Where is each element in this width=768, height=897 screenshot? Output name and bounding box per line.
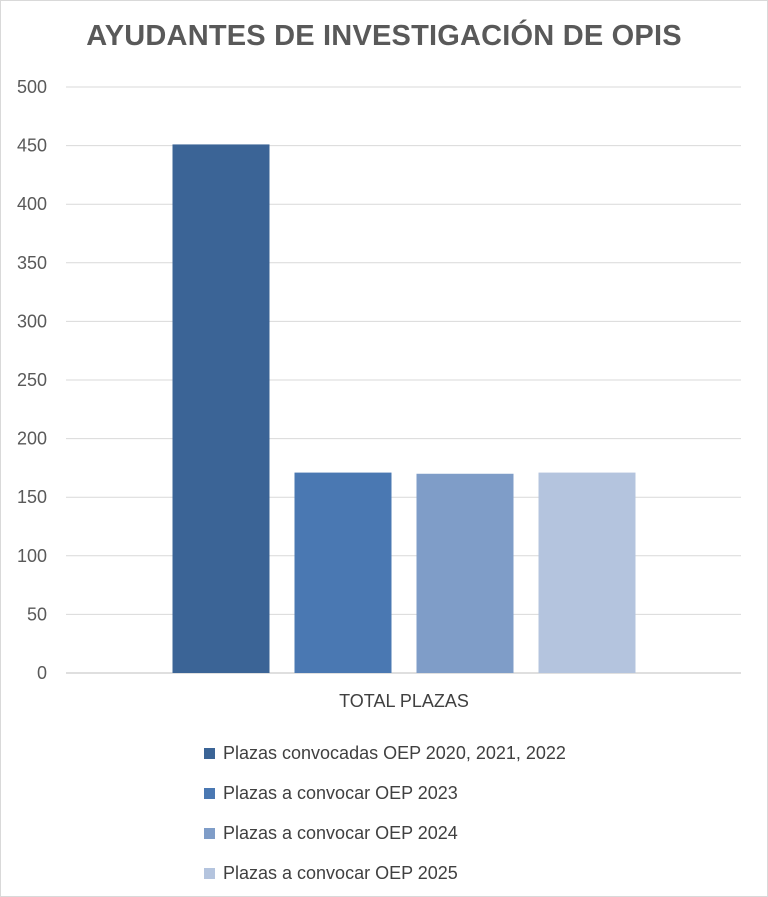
x-category-label: TOTAL PLAZAS [339, 691, 469, 711]
y-tick-label: 50 [27, 604, 47, 624]
y-tick-label: 300 [17, 311, 47, 331]
bar [538, 472, 636, 673]
bar [172, 144, 270, 674]
y-tick-label: 350 [17, 253, 47, 273]
chart-legend: Plazas convocadas OEP 2020, 2021, 2022 Pl… [204, 733, 566, 893]
legend-item: Plazas a convocar OEP 2024 [204, 813, 566, 853]
y-tick-label: 200 [17, 429, 47, 449]
y-tick-label: 0 [37, 663, 47, 683]
y-tick-label: 400 [17, 194, 47, 214]
bar [294, 472, 392, 673]
y-tick-label: 450 [17, 136, 47, 156]
legend-label: Plazas a convocar OEP 2024 [223, 822, 458, 843]
y-tick-label: 100 [17, 546, 47, 566]
legend-swatch [204, 827, 215, 839]
bar [416, 473, 514, 673]
legend-label: Plazas convocadas OEP 2020, 2021, 2022 [223, 742, 566, 763]
y-tick-label: 250 [17, 370, 47, 390]
legend-swatch [204, 787, 215, 799]
legend-item: Plazas convocadas OEP 2020, 2021, 2022 [204, 733, 566, 773]
y-tick-label: 500 [17, 77, 47, 97]
chart-title: AYUDANTES DE INVESTIGACIÓN DE OPIS [86, 20, 682, 52]
legend-item: Plazas a convocar OEP 2023 [204, 773, 566, 813]
y-tick-label: 150 [17, 487, 47, 507]
legend-item: Plazas a convocar OEP 2025 [204, 853, 566, 893]
legend-label: Plazas a convocar OEP 2025 [223, 862, 458, 883]
legend-label: Plazas a convocar OEP 2023 [223, 782, 458, 803]
legend-swatch [204, 747, 215, 759]
legend-swatch [204, 867, 215, 879]
